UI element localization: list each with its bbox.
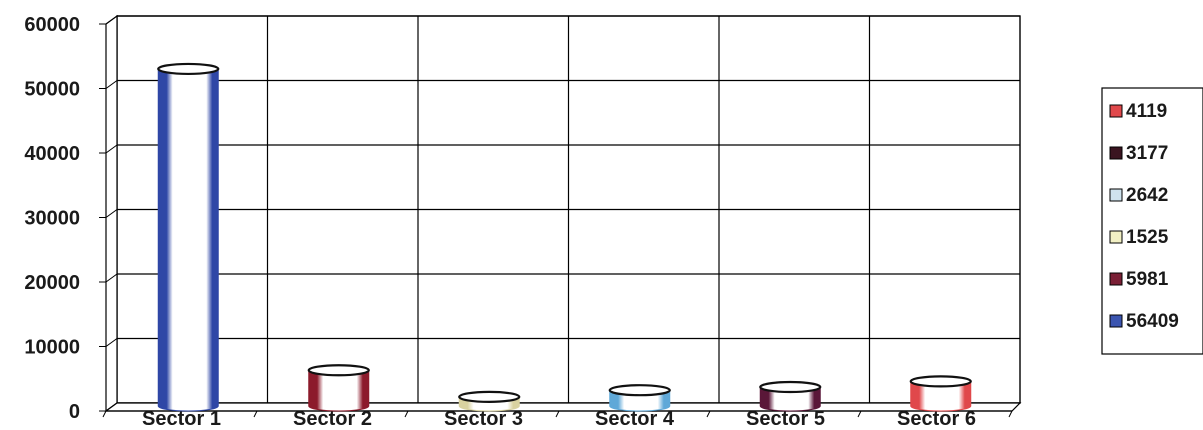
x-axis-categories: Sector 1 Sector 2 Sector 3 Sector 4 Sector 5… (142, 408, 976, 430)
legend-box (1101, 87, 1203, 355)
y-tick-label: 10000 (24, 337, 80, 359)
y-tick-label: 40000 (24, 143, 80, 165)
bar-top (909, 375, 972, 388)
gridline-side (105, 209, 118, 218)
y-tick-label: 50000 (24, 79, 80, 101)
bar-top (157, 62, 220, 76)
bar (458, 390, 521, 412)
chart-legend: 4119 3177 2642 1525 5981 56409 (1101, 87, 1203, 355)
bar-body (308, 369, 370, 412)
x-axis-tick (706, 410, 711, 418)
x-axis-tick (253, 410, 258, 418)
legend-swatch (1109, 314, 1123, 328)
legend-swatch (1109, 188, 1123, 202)
x-category-label: Sector 2 (293, 408, 372, 430)
y-tick-label: 0 (69, 401, 80, 423)
gridline-side (105, 80, 118, 89)
x-category-label: Sector 6 (897, 408, 976, 430)
gridline-side (105, 144, 118, 154)
x-axis-tick (555, 410, 560, 418)
x-category-label: Sector 5 (746, 408, 825, 430)
x-axis-tick (1008, 410, 1013, 418)
legend-label: 56409 (1126, 311, 1179, 332)
gridline-side (105, 15, 118, 25)
bar-top (608, 384, 671, 397)
bar-top (759, 380, 822, 394)
legend-label: 3177 (1126, 143, 1168, 164)
x-axis-tick (857, 410, 862, 418)
legend-swatch (1109, 104, 1123, 118)
x-axis-tick (102, 410, 107, 418)
bar-body (910, 380, 972, 412)
bar-top (458, 390, 521, 403)
x-axis-tick (404, 410, 409, 418)
x-category-label: Sector 1 (142, 408, 221, 430)
bar-body (157, 68, 219, 412)
gridline-side (105, 338, 118, 347)
bar (759, 380, 822, 412)
legend-swatch (1109, 230, 1123, 244)
chart-gridlines (99, 14, 1022, 418)
bar (909, 375, 972, 412)
gridline-side (105, 273, 118, 283)
bar (157, 62, 220, 412)
legend-label: 4119 (1126, 101, 1167, 122)
bar-top (307, 364, 370, 377)
legend-swatch (1109, 272, 1123, 286)
y-tick-label: 30000 (24, 208, 80, 230)
legend-label: 5981 (1126, 269, 1169, 290)
bar (307, 364, 370, 412)
bar-body (759, 386, 821, 412)
legend-swatch (1109, 146, 1123, 160)
y-tick-label: 60000 (24, 14, 80, 36)
y-tick-label: 20000 (24, 272, 80, 294)
chart-bars (157, 62, 972, 412)
legend-label: 2642 (1126, 185, 1168, 206)
y-axis-ticks: 60000 50000 40000 30000 20000 10000 0 (24, 14, 80, 423)
x-category-label: Sector 3 (444, 408, 523, 430)
x-category-label: Sector 4 (595, 408, 675, 430)
chart-floor (104, 402, 1022, 412)
bar (608, 384, 671, 412)
legend-label: 1525 (1126, 227, 1169, 248)
